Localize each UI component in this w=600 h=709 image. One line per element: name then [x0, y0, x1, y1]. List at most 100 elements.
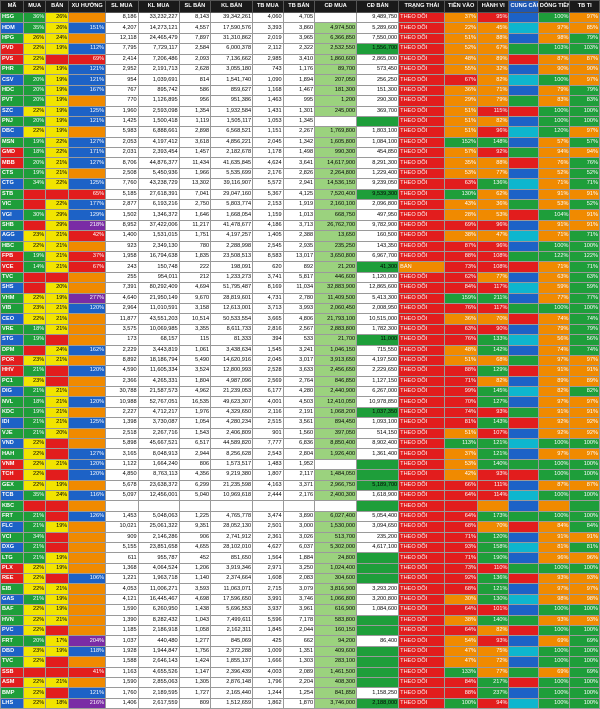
table-row[interactable]: DBC 22% 19% 5,983 6,888,661 2,898 6,568,521 1,1… [0, 126, 600, 138]
table-row[interactable]: PC1 23% 2,366 4,265,331 1,804 4,987,096 2,569 2… [0, 375, 600, 388]
table-row[interactable]: AGG 23% 21% 42% 1,400 1,531,015 1,751 4,197,257… [0, 230, 600, 242]
table-row[interactable]: FRT 21% 126% 1,453 5,048,063 1,225 4,765,778 3,… [0, 510, 600, 523]
table-row[interactable]: TVC 255 954,011 212 1,233,273 3,741 5,817 446,6… [0, 271, 600, 284]
table-row[interactable]: EIB 22% 21% 4,053 11,006,271 3,593 11,063,071 2… [0, 583, 600, 595]
table-row[interactable]: GEX 22% 19% 5,678 23,638,372 6,299 21,235,598 4… [0, 479, 600, 491]
table-row[interactable]: SZC 22% 19% 125% 1,960 2,593,098 1,354 1,932,58… [0, 105, 600, 117]
cell-trang-thai: THEO DÕI [398, 167, 446, 180]
table-row[interactable]: DXG 21% 5,155 23,851,658 4,655 28,102,010 4,62… [0, 541, 600, 554]
table-row[interactable]: HPG 26% 24% 12,118 24,465,479 7,897 31,310,862… [0, 32, 600, 45]
table-row[interactable]: CTS 19% 21% 2,508 5,450,936 1,966 5,535,699 2,1… [0, 167, 600, 180]
cell-cd-ban: 3,094,650 [356, 521, 400, 533]
table-row[interactable]: PVS 22% 69% 2,414 7,206,486 2,093 7,136,662 2,9… [0, 53, 600, 65]
table-row[interactable]: VND 22% 5,898 45,667,521 6,517 44,589,820 7,77… [0, 437, 600, 450]
cell-kl-mua: 1,500,418 [137, 115, 180, 128]
table-row[interactable]: POR 23% 21% 8,892 18,186,794 5,490 14,620,916 2… [0, 354, 600, 367]
table-row[interactable]: HDC 20% 19% 167% 767 895,742 586 859,627 1,168 1,… [0, 84, 600, 97]
table-row[interactable]: PHR 22% 19% 121% 2,952 2,191,713 2,628 3,055,18… [0, 63, 600, 76]
table-row[interactable]: PVC 22% 1,185 2,186,918 1,058 2,162,311 1,845 2… [0, 625, 600, 637]
col-header-kl-mua[interactable]: KL MUA [137, 0, 180, 13]
cell-kl-mua: 1,963,718 [137, 573, 180, 585]
table-row[interactable]: BAF 22% 19% 1,590 6,260,950 1,438 5,696,553 3,9… [0, 604, 600, 616]
col-header-kl-ban[interactable]: KL BÁN [210, 0, 254, 13]
table-row[interactable]: VRE 18% 21% 3,575 10,069,985 3,355 8,611,733 2,… [0, 323, 600, 336]
col-header-tien-vao[interactable]: TIỀN VÀO [444, 0, 478, 13]
cell-cung-cau [508, 32, 539, 45]
table-row[interactable]: HAH 22% 127% 3,165 8,048,913 2,944 8,256,628 2,… [0, 448, 600, 460]
cell-tien-vao: 113% [444, 437, 478, 450]
table-row[interactable]: DPM 24% 162% 2,229 3,443,819 1,061 3,438,634 1,… [0, 344, 600, 356]
table-row[interactable]: HDM 35% 26% 151% 4,207 14,273,121 4,557 17,590,… [0, 22, 600, 34]
table-row[interactable]: SSB 41% 1,163 4,655,526 1,147 2,396,439 4,003 2… [0, 666, 600, 679]
cell-kl-mua: 12,456,001 [137, 489, 180, 502]
table-row[interactable]: DIG 21% 21% 30,788 21,587,573 4,962 21,239,053… [0, 386, 600, 398]
table-row[interactable]: VIB 23% 21% 120% 2,964 11,010,591 3,158 12,613,… [0, 302, 600, 315]
table-row[interactable]: MSN 19% 22% 127% 2,053 4,197,412 3,618 4,856,22… [0, 136, 600, 149]
table-row[interactable]: GMD 18% 22% 171% 2,031 2,393,454 1,457 2,182,67… [0, 147, 600, 159]
cell-sl-ban: 7,041 [178, 188, 212, 201]
table-row[interactable]: FRT 20% 17% 204% 1,037 440,480 1,277 845,069 425… [0, 635, 600, 647]
col-header-cd-ban[interactable]: CĐ BÁN [356, 0, 400, 13]
table-row[interactable]: SHS 20% 7,391 80,292,409 4,694 51,795,487 8,16… [0, 282, 600, 294]
table-row[interactable]: HHV 21% 120% 4,590 11,605,334 3,524 12,800,993… [0, 365, 600, 377]
table-row[interactable]: REE 22% 106% 1,221 1,963,718 1,140 2,374,664 1,… [0, 573, 600, 585]
table-row[interactable]: TCH 22% 120% 4,850 8,763,113 4,356 9,219,380 1,… [0, 469, 600, 481]
col-header-cung-cau[interactable]: CUNG CẦU [508, 0, 539, 13]
col-header-tb-ti[interactable]: TB TI [569, 0, 600, 13]
table-row[interactable]: IDI 21% 21% 125% 1,398 3,730,087 1,054 4,280,23… [0, 417, 600, 429]
table-row[interactable]: KBC THEO DÕI [0, 500, 600, 512]
col-header-trang-thai[interactable]: TRẠNG THÁI [398, 0, 446, 13]
table-row[interactable]: DBD 23% 19% 118% 1,928 1,944,847 1,756 2,372,28… [0, 645, 600, 658]
cell-sl-mua: 1,185 [105, 625, 139, 637]
table-row[interactable]: FLC 21% 19% 10,021 25,061,322 9,351 28,052,130… [0, 521, 600, 533]
col-header-mua[interactable]: MUA [23, 0, 47, 13]
col-header-ban[interactable]: BÁN [45, 0, 70, 13]
table-row[interactable]: VJE 21% 20% 2,518 2,267,716 1,543 2,406,809 901… [0, 427, 600, 440]
table-row[interactable]: TVC 22% 1,588 2,646,143 1,424 1,855,137 1,666 1… [0, 656, 600, 668]
col-header-sl-mua[interactable]: SL MUA [105, 0, 139, 13]
col-header-tb-ban[interactable]: TB BÁN [282, 0, 316, 13]
table-row[interactable]: CTG 34% 22% 125% 7,760 43,238,729 13,302 39,116… [0, 178, 600, 190]
table-row[interactable]: VHM 22% 19% 277% 4,640 21,950,149 9,670 28,819,… [0, 292, 600, 304]
table-row[interactable]: CEO 22% 21% 11,877 43,551,203 10,514 50,533,55… [0, 313, 600, 325]
table-row[interactable]: ASM 22% 21% 1,590 2,855,063 1,305 2,876,148 1,7… [0, 676, 600, 689]
table-row[interactable]: VIC 22% 177% 2,877 6,193,216 2,750 5,803,774 2,… [0, 199, 600, 211]
table-row[interactable]: VNM 22% 21% 120% 1,122 1,664,240 806 1,573,517 1… [0, 458, 600, 471]
table-row[interactable]: HBC 22% 21% 923 2,349,130 780 2,288,998 2,545 2,… [0, 240, 600, 253]
cell-mua: 20% [23, 115, 47, 128]
table-row[interactable]: PVT 20% 19% 770 1,126,895 956 951,386 1,463 995 1… [0, 95, 600, 107]
table-row[interactable]: VCI 34% 909 2,146,286 906 2,741,912 2,361 3,026… [0, 531, 600, 543]
table-row[interactable]: TCB 35% 24% 116% 5,097 12,456,001 5,040 10,969,… [0, 489, 600, 502]
table-row[interactable]: NVL 18% 21% 120% 10,988 52,767,051 16,535 49,62… [0, 396, 600, 408]
col-header-hanh-vi[interactable]: HÀNH VI [476, 0, 510, 13]
col-header-ma[interactable]: MÃ [0, 0, 25, 13]
table-row[interactable]: SHB 29% 218% 8,952 37,422,006 11,217 41,478,67… [0, 219, 600, 232]
table-row[interactable]: HSG 36% 26% 8,186 33,232,227 8,143 39,342,261 4… [0, 11, 600, 24]
table-row[interactable]: CSV 20% 19% 121% 954 1,039,691 814 1,541,740 1,0… [0, 74, 600, 86]
table-row[interactable]: STG 19% 173 68,157 115 81,333 394 533 21,700 11,0… [0, 334, 600, 346]
table-row[interactable]: VCE 14% 21% 67% 243 150,748 222 198,091 620 892 21… [0, 261, 600, 273]
cell-xu-huong [68, 406, 107, 419]
table-row[interactable]: FPB 19% 21% 37% 1,958 16,794,638 1,835 23,508,5… [0, 250, 600, 263]
col-header-dong-tien[interactable]: DÒNG TIỀN [537, 0, 571, 13]
col-header-xu-huong[interactable]: XU HƯỚNG [68, 0, 107, 13]
table-row[interactable]: STB 65% 5,185 27,618,391 7,041 29,047,160 5,36… [0, 188, 600, 201]
table-row[interactable]: VGI 30% 29% 129% 1,502 1,346,372 1,646 1,668,05… [0, 209, 600, 221]
table-row[interactable]: LTG 21% 19% 611 955,787 452 851,650 1,564 1,884 2… [0, 552, 600, 564]
table-row[interactable]: PNJ 20% 19% 121% 1,425 1,500,418 1,119 1,505,11… [0, 115, 600, 128]
table-row[interactable]: MBB 20% 21% 127% 8,706 44,876,377 11,434 41,635… [0, 157, 600, 169]
cell-cung-cau [508, 510, 539, 523]
cell-dong-tien: 52% [537, 167, 571, 180]
table-row[interactable]: BMP 22% 121% 1,760 2,189,595 1,727 2,165,440 1,… [0, 687, 600, 699]
col-header-tb-mua[interactable]: TB MUA [252, 0, 284, 13]
cell-trang-thai: THEO DÕI [398, 479, 446, 491]
cell-sl-mua: 8,706 [105, 157, 139, 169]
table-row[interactable]: KDC 19% 21% 2,227 4,712,217 1,976 4,329,650 2,1… [0, 406, 600, 419]
cell-sl-mua: 1,390 [105, 614, 139, 627]
table-row[interactable]: PLX 22% 19% 1,368 4,064,524 1,206 3,919,346 2,9… [0, 562, 600, 575]
table-row[interactable]: HVN 22% 21% 1,390 8,282,432 1,043 7,499,611 5,5… [0, 614, 600, 627]
col-header-sl-ban[interactable]: SL BÁN [178, 0, 212, 13]
col-header-cd-mua[interactable]: CĐ MUA [314, 0, 358, 13]
table-row[interactable]: LHS 22% 18% 216% 1,406 2,617,559 809 1,512,659 1… [0, 697, 600, 709]
table-row[interactable]: PVD 22% 19% 112% 7,795 7,729,117 2,584 6,000,37… [0, 43, 600, 55]
